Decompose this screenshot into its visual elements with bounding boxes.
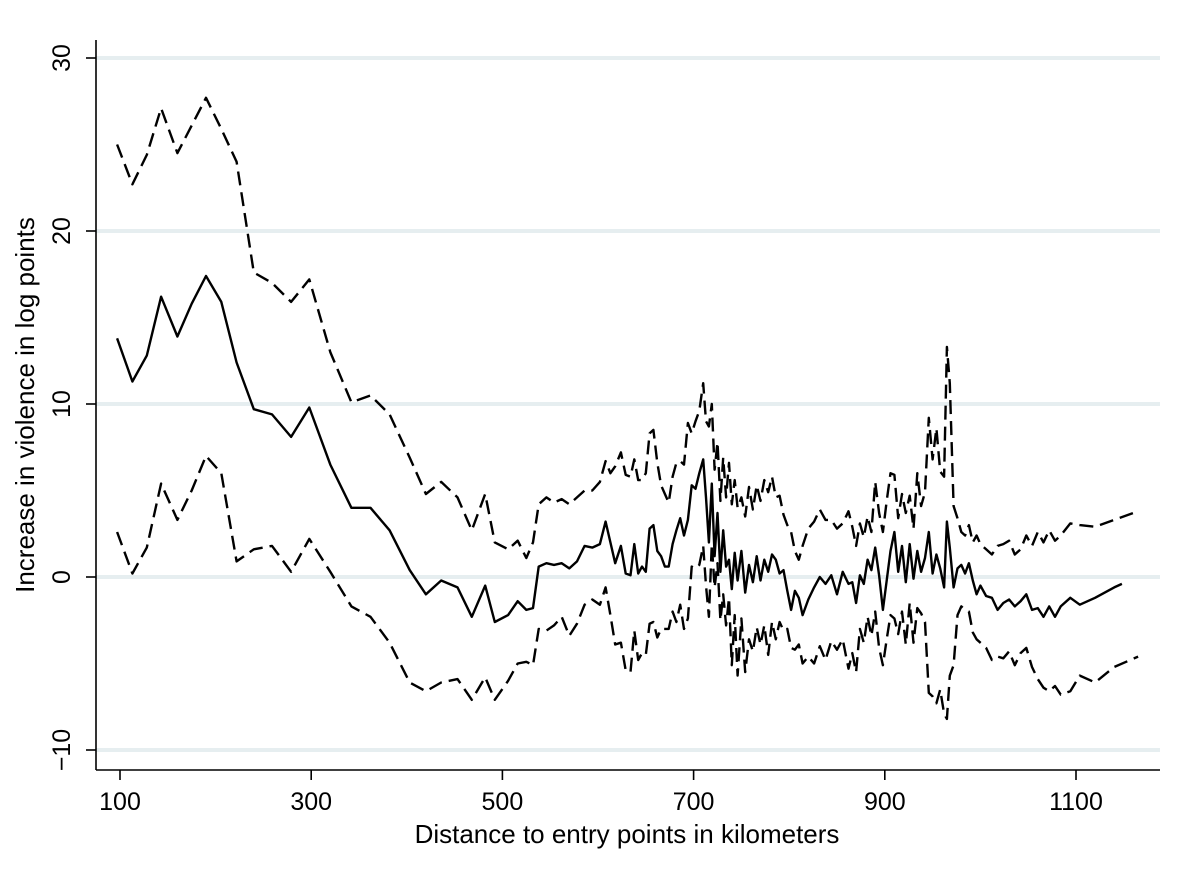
x-tick-label: 500 — [482, 788, 524, 816]
y-tick-label: 30 — [48, 44, 76, 72]
series-line-estimate — [115, 274, 1123, 624]
y-axis-title: Increase in violence in log points — [10, 217, 40, 593]
y-tick-label: 20 — [48, 217, 76, 245]
x-tick-label: 100 — [99, 788, 141, 816]
y-tick-label: 0 — [48, 570, 76, 584]
tick-labels: −10 0 10 20 30 100 300 500 700 900 1100 — [48, 44, 1103, 816]
x-tick-label: 700 — [673, 788, 715, 816]
x-tick-label: 900 — [864, 788, 906, 816]
grid-lines — [96, 56, 1160, 752]
series-line-upper-bound — [115, 96, 1139, 561]
x-tick-label: 300 — [290, 788, 332, 816]
series-line-lower-bound — [115, 454, 1139, 721]
y-tick-label: 10 — [48, 390, 76, 418]
series-group — [115, 96, 1139, 721]
y-tick-label: −10 — [48, 729, 76, 771]
axes — [95, 40, 1160, 771]
x-axis-title: Distance to entry points in kilometers — [415, 819, 840, 849]
x-tick-label: 1100 — [1049, 788, 1103, 816]
